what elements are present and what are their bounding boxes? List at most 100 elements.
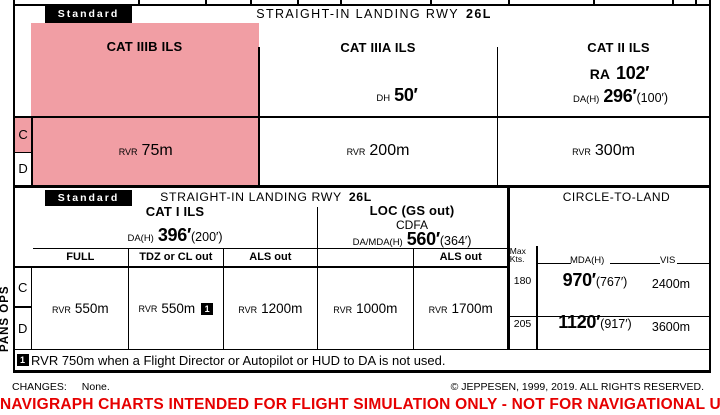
max-kts-value: 205 bbox=[513, 318, 532, 330]
circle-row-divider bbox=[509, 315, 709, 318]
mda-header-rule bbox=[610, 262, 660, 264]
rvr-value: 550m bbox=[74, 301, 109, 316]
mda-header-rule bbox=[537, 262, 571, 264]
copyright-text: © JEPPESEN, 1999, 2019. ALL RIGHTS RESER… bbox=[450, 381, 704, 393]
vis-value: 2400m bbox=[651, 277, 691, 291]
circle-to-land-border bbox=[507, 187, 510, 349]
cat-iiia-ils-title: CAT IIIA ILS bbox=[340, 40, 416, 55]
da-value: 296′ bbox=[603, 86, 637, 106]
table-bottom-border bbox=[13, 370, 711, 373]
dh-value: 50′ bbox=[394, 85, 418, 105]
subheader-empty bbox=[318, 249, 413, 265]
mda-paren-value: (767′) bbox=[595, 275, 628, 289]
footnote-1-marker: 1 bbox=[16, 353, 29, 366]
rvr-value: 300m bbox=[594, 142, 635, 159]
top-tick bbox=[430, 0, 432, 5]
da-paren-value: (364′) bbox=[439, 234, 472, 248]
top-tick bbox=[250, 0, 252, 5]
max-kts-header: Max Kts. bbox=[509, 245, 536, 264]
category-divider bbox=[14, 151, 32, 154]
dah-label: DA(H) bbox=[127, 233, 154, 244]
category-column-rule bbox=[30, 266, 33, 349]
kts-label: Kts. bbox=[509, 254, 525, 264]
vis-header-rule bbox=[677, 262, 709, 264]
vis-value: 3600m bbox=[651, 320, 691, 334]
simulation-warning-banner: NAVIGRAPH CHARTS INTENDED FOR FLIGHT SIM… bbox=[0, 396, 720, 413]
subheader-als-out: ALS out bbox=[249, 251, 292, 263]
straight-in-landing-label: STRAIGHT-IN LANDING RWY bbox=[160, 190, 342, 204]
rvr-label: RVR bbox=[572, 147, 591, 157]
table-top-border bbox=[13, 4, 711, 6]
rvr-value: 550m bbox=[161, 301, 196, 316]
rvr-cell-loc-als-out: RVR 1700m bbox=[414, 269, 507, 349]
top-tick bbox=[297, 0, 299, 5]
category-c-cell: C bbox=[18, 279, 28, 295]
top-tick bbox=[672, 0, 674, 5]
mda-value: 1120′ bbox=[558, 312, 601, 332]
changes-label: CHANGES: bbox=[12, 381, 67, 393]
top-tick bbox=[205, 0, 207, 5]
circle-mda-row-205: 1120′ (917′) bbox=[540, 313, 650, 331]
section2-title: STRAIGHT-IN LANDING RWY 26L bbox=[160, 190, 372, 204]
subheader-als-out: ALS out bbox=[439, 251, 482, 263]
da-value: 396′ bbox=[157, 225, 191, 245]
top-tick bbox=[593, 0, 595, 5]
rvr-value: 200m bbox=[369, 142, 410, 159]
footnote-top-rule bbox=[13, 348, 711, 351]
cdfa-label: CDFA bbox=[395, 218, 428, 232]
category-d-cell: D bbox=[18, 320, 28, 336]
cat-ii-rvr-cell: RVR 300m bbox=[499, 118, 708, 184]
changes-value: None. bbox=[81, 381, 110, 393]
ra-value: 102′ bbox=[616, 63, 650, 83]
circle-mda-row-180: 970′ (767′) bbox=[540, 271, 650, 289]
rvr-cell-full: RVR 550m bbox=[33, 269, 128, 349]
rvr-label: RVR bbox=[333, 305, 353, 315]
category-c-cell: C bbox=[14, 118, 32, 152]
cat-ii-ils-title: CAT II ILS bbox=[587, 40, 650, 55]
pans-ops-label: PANS OPS bbox=[0, 285, 11, 353]
da-mda-label: DA/MDA(H) bbox=[352, 237, 403, 248]
cat-iiib-ils-title: CAT IIIB ILS bbox=[106, 39, 183, 54]
rvr-label: RVR bbox=[52, 305, 71, 315]
circle-to-land-title: CIRCLE-TO-LAND bbox=[562, 190, 671, 204]
cat-iiib-rvr-cell: RVR 75m bbox=[33, 118, 259, 185]
max-label: Max bbox=[509, 245, 526, 256]
subheader-top-rule bbox=[33, 247, 508, 249]
column-rule bbox=[496, 47, 499, 185]
rvr-value: 1000m bbox=[356, 301, 398, 316]
rvr-label: RVR bbox=[138, 303, 158, 314]
standard-badge: Standard bbox=[45, 6, 132, 23]
subheader-bottom-rule bbox=[13, 265, 508, 269]
top-tick bbox=[695, 0, 697, 5]
cat-iiia-dh-minimum: DH 50′ bbox=[278, 86, 516, 104]
group-divider-rule bbox=[316, 207, 319, 349]
ra-label: RA bbox=[589, 66, 611, 82]
da-paren-value: (100′) bbox=[636, 91, 669, 105]
rvr-value: 75m bbox=[141, 142, 173, 160]
subcolumn-rule bbox=[127, 247, 130, 349]
runway-label: 26L bbox=[348, 190, 372, 204]
mda-h-header: MDA(H) bbox=[570, 255, 605, 266]
cat-i-da-minimum: DA(H) 396′ (200′) bbox=[33, 226, 317, 244]
subcolumn-rule bbox=[412, 247, 415, 349]
rvr-label: RVR bbox=[428, 305, 448, 315]
vis-header: VIS bbox=[660, 255, 676, 266]
rvr-cell-als-out: RVR 1200m bbox=[224, 269, 317, 349]
footnote-1-marker: 1 bbox=[201, 302, 214, 315]
dah-label: DA(H) bbox=[572, 94, 600, 105]
category-d-cell: D bbox=[18, 161, 28, 176]
dh-label: DH bbox=[376, 93, 391, 104]
runway-label: 26L bbox=[466, 7, 492, 21]
category-column-rule bbox=[31, 116, 33, 185]
top-tick bbox=[340, 0, 342, 5]
section1-header-rule bbox=[13, 116, 711, 118]
da-paren-value: (200′) bbox=[191, 230, 223, 244]
cat-iiia-rvr-cell: RVR 200m bbox=[260, 118, 496, 184]
loc-da-mda-minimum: DA/MDA(H) 560′ (364′) bbox=[317, 230, 507, 248]
straight-in-landing-label: STRAIGHT-IN LANDING RWY bbox=[256, 7, 460, 21]
footnote-text: RVR 750m when a Flight Director or Autop… bbox=[31, 353, 446, 368]
rvr-cell-tdz-cl-out: RVR 550m 1 bbox=[129, 269, 223, 349]
top-tick bbox=[508, 0, 510, 5]
rvr-label: RVR bbox=[118, 147, 138, 158]
rvr-value: 1700m bbox=[451, 301, 493, 316]
